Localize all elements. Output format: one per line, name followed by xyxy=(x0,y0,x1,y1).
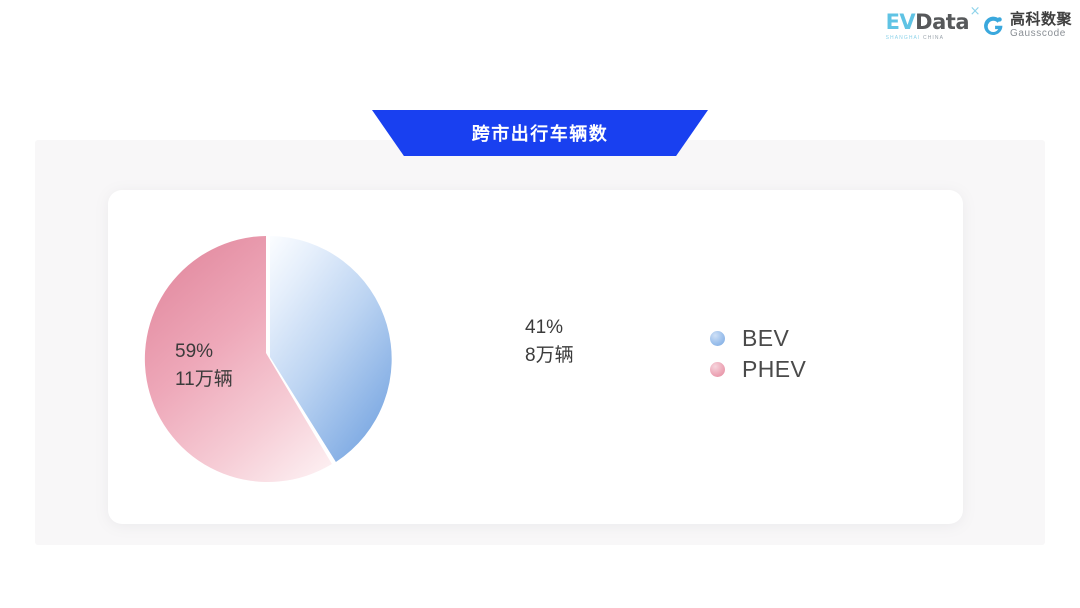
gausscode-title-en: Gausscode xyxy=(1009,28,1066,39)
gausscode-logo: 高科数聚 Gausscode xyxy=(983,12,1072,39)
pie-label-bev-volume: 8万辆 xyxy=(525,345,574,366)
evdata-wordmark-suffix: Data xyxy=(915,10,969,34)
chart-legend: BEV PHEV xyxy=(710,323,806,385)
section-title-banner: 跨市出行车辆数 xyxy=(372,110,708,156)
gausscode-g-icon xyxy=(984,16,1003,36)
pie-slice-bev xyxy=(270,236,392,462)
pie-label-phev-percent: 59% xyxy=(175,341,214,362)
legend-dot-phev-icon xyxy=(710,362,725,377)
gausscode-title-cn: 高科数聚 xyxy=(1009,11,1072,28)
legend-dot-bev-icon xyxy=(710,331,725,346)
evdata-superscript-icon: × xyxy=(969,4,981,19)
pie-label-phev: 59% 11万辆 xyxy=(175,338,233,394)
pie-label-bev: 41% 8万辆 xyxy=(525,314,574,370)
header-logo-group: EVData × SHANGHAI CHINA 高科数聚 Gausscode xyxy=(885,5,1072,41)
gausscode-text: 高科数聚 Gausscode xyxy=(1010,12,1072,39)
evdata-subtitle: SHANGHAI CHINA xyxy=(886,36,944,41)
legend-item-phev[interactable]: PHEV xyxy=(710,354,806,385)
pie-chart xyxy=(142,232,392,482)
legend-label-phev: PHEV xyxy=(742,356,807,382)
pie-label-bev-percent: 41% xyxy=(525,317,564,338)
evdata-wordmark-prefix: EV xyxy=(885,10,916,34)
evdata-wordmark: EVData × xyxy=(885,5,981,34)
pie-label-phev-volume: 11万辆 xyxy=(175,369,233,390)
evdata-logo: EVData × SHANGHAI CHINA xyxy=(885,5,981,41)
pie-slice-phev xyxy=(144,236,332,482)
evdata-subtitle-city: SHANGHAI xyxy=(885,35,921,41)
legend-label-bev: BEV xyxy=(742,325,790,351)
pie-chart-svg xyxy=(144,236,392,482)
page-title: 跨市出行车辆数 xyxy=(471,124,609,145)
evdata-subtitle-country: CHINA xyxy=(922,35,945,41)
legend-item-bev[interactable]: BEV xyxy=(710,323,806,354)
